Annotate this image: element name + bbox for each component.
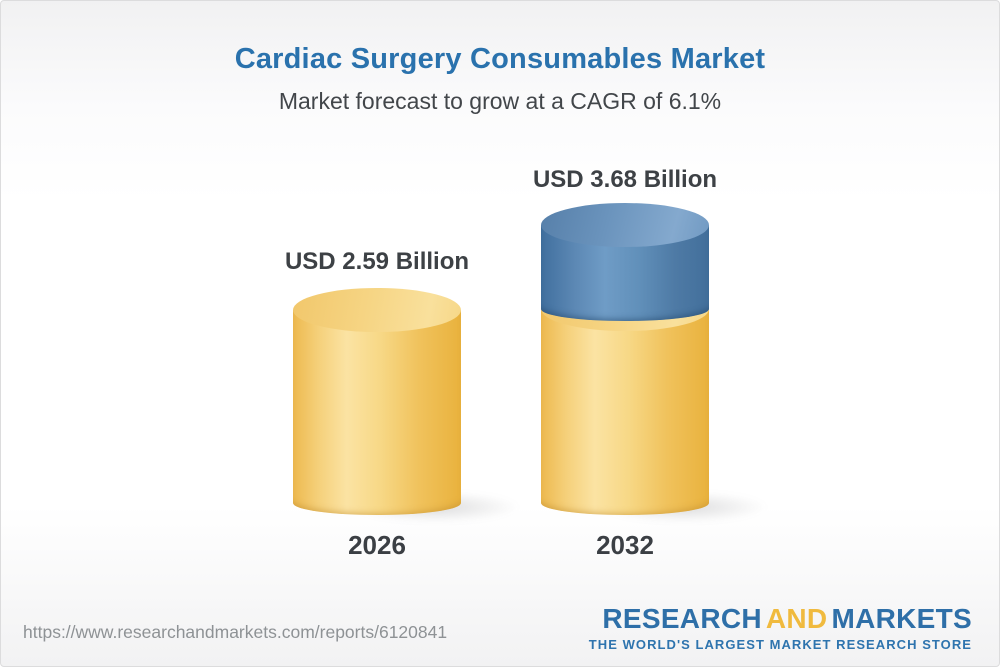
research-and-markets-logo: RESEARCH AND MARKETS THE WORLD'S LARGEST M…: [588, 605, 972, 653]
page-title: Cardiac Surgery Consumables Market: [234, 43, 766, 75]
bar-2032-year-label: 2032: [596, 530, 654, 560]
logo-word-and: AND: [765, 603, 828, 634]
bar-2026-value-label: USD 2.59 Billion: [284, 248, 470, 275]
bar-2026-cylinder-body: [293, 310, 461, 515]
logo-tagline: THE WORLD'S LARGEST MARKET RESEARCH STOR…: [588, 637, 972, 652]
logo-word-markets: MARKETS: [831, 603, 972, 634]
bar-2032-base-cylinder-body: [541, 309, 709, 515]
logo-word-research: RESEARCH: [602, 603, 762, 634]
logo-wordmark: RESEARCH AND MARKETS: [589, 605, 972, 633]
page-subtitle: Market forecast to grow at a CAGR of 6.1…: [278, 88, 722, 114]
source-url: https://www.researchandmarkets.com/repor…: [23, 622, 448, 642]
bar-2032-value-label: USD 3.68 Billion: [532, 166, 718, 193]
bar-2026: USD 2.59 Billion 2026: [285, 1, 523, 666]
bar-2026-cylinder-cap: [293, 288, 461, 332]
bar-2026-year-label: 2026: [348, 530, 406, 560]
bar-2032-growth-cylinder-cap: [541, 203, 709, 247]
bar-2032: USD 3.68 Billion 2032: [533, 1, 771, 666]
